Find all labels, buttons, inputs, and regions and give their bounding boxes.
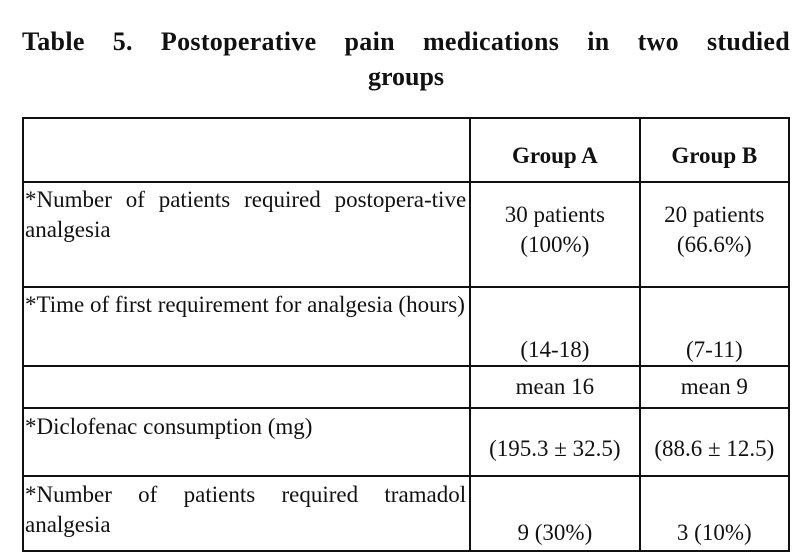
group-b-value: 20 patients (66.6%) xyxy=(638,181,791,288)
table-title-line-1: Table 5. Postoperative pain medications … xyxy=(22,27,790,56)
group-b-count: 20 patients xyxy=(664,202,765,227)
header-group-b: Group B xyxy=(638,117,791,183)
group-b-value: (7-11) xyxy=(638,286,791,367)
row-label: *Number of patients required postopera-t… xyxy=(21,181,472,288)
group-b-value: mean 9 xyxy=(638,365,791,409)
group-a-value: mean 16 xyxy=(469,365,641,409)
header-group-a: Group A xyxy=(469,117,641,183)
row-label: *Diclofenac consumption (mg) xyxy=(21,407,472,477)
table-row: *Number of patients required tramadol an… xyxy=(21,475,791,552)
group-b-percent: (66.6%) xyxy=(676,232,752,257)
group-a-value: (195.3 ± 32.5) xyxy=(469,407,641,477)
group-a-count: 30 patients xyxy=(504,202,606,227)
group-b-value: (88.6 ± 12.5) xyxy=(638,407,791,477)
table-title: Table 5. Postoperative pain medications … xyxy=(22,24,790,94)
table-row: mean 16 mean 9 xyxy=(21,365,791,409)
table-row: *Time of first requirement for analgesia… xyxy=(21,286,791,367)
table-title-line-2: groups xyxy=(367,62,445,91)
row-label: *Number of patients required tramadol an… xyxy=(21,475,472,552)
group-a-value: 30 patients (100%) xyxy=(469,181,641,288)
group-a-value: (14-18) xyxy=(469,286,641,367)
header-row: Group A Group B xyxy=(21,117,791,183)
table-row: *Diclofenac consumption (mg) (195.3 ± 32… xyxy=(21,407,791,477)
header-empty-cell xyxy=(21,117,472,183)
row-label: *Time of first requirement for analgesia… xyxy=(21,286,472,367)
table-row: *Number of patients required postopera-t… xyxy=(21,181,791,288)
row-label xyxy=(21,365,472,409)
medications-table: Group A Group B *Number of patients requ… xyxy=(21,117,791,552)
group-b-value: 3 (10%) xyxy=(638,475,791,552)
group-a-value: 9 (30%) xyxy=(469,475,641,552)
group-a-percent: (100%) xyxy=(520,232,590,257)
